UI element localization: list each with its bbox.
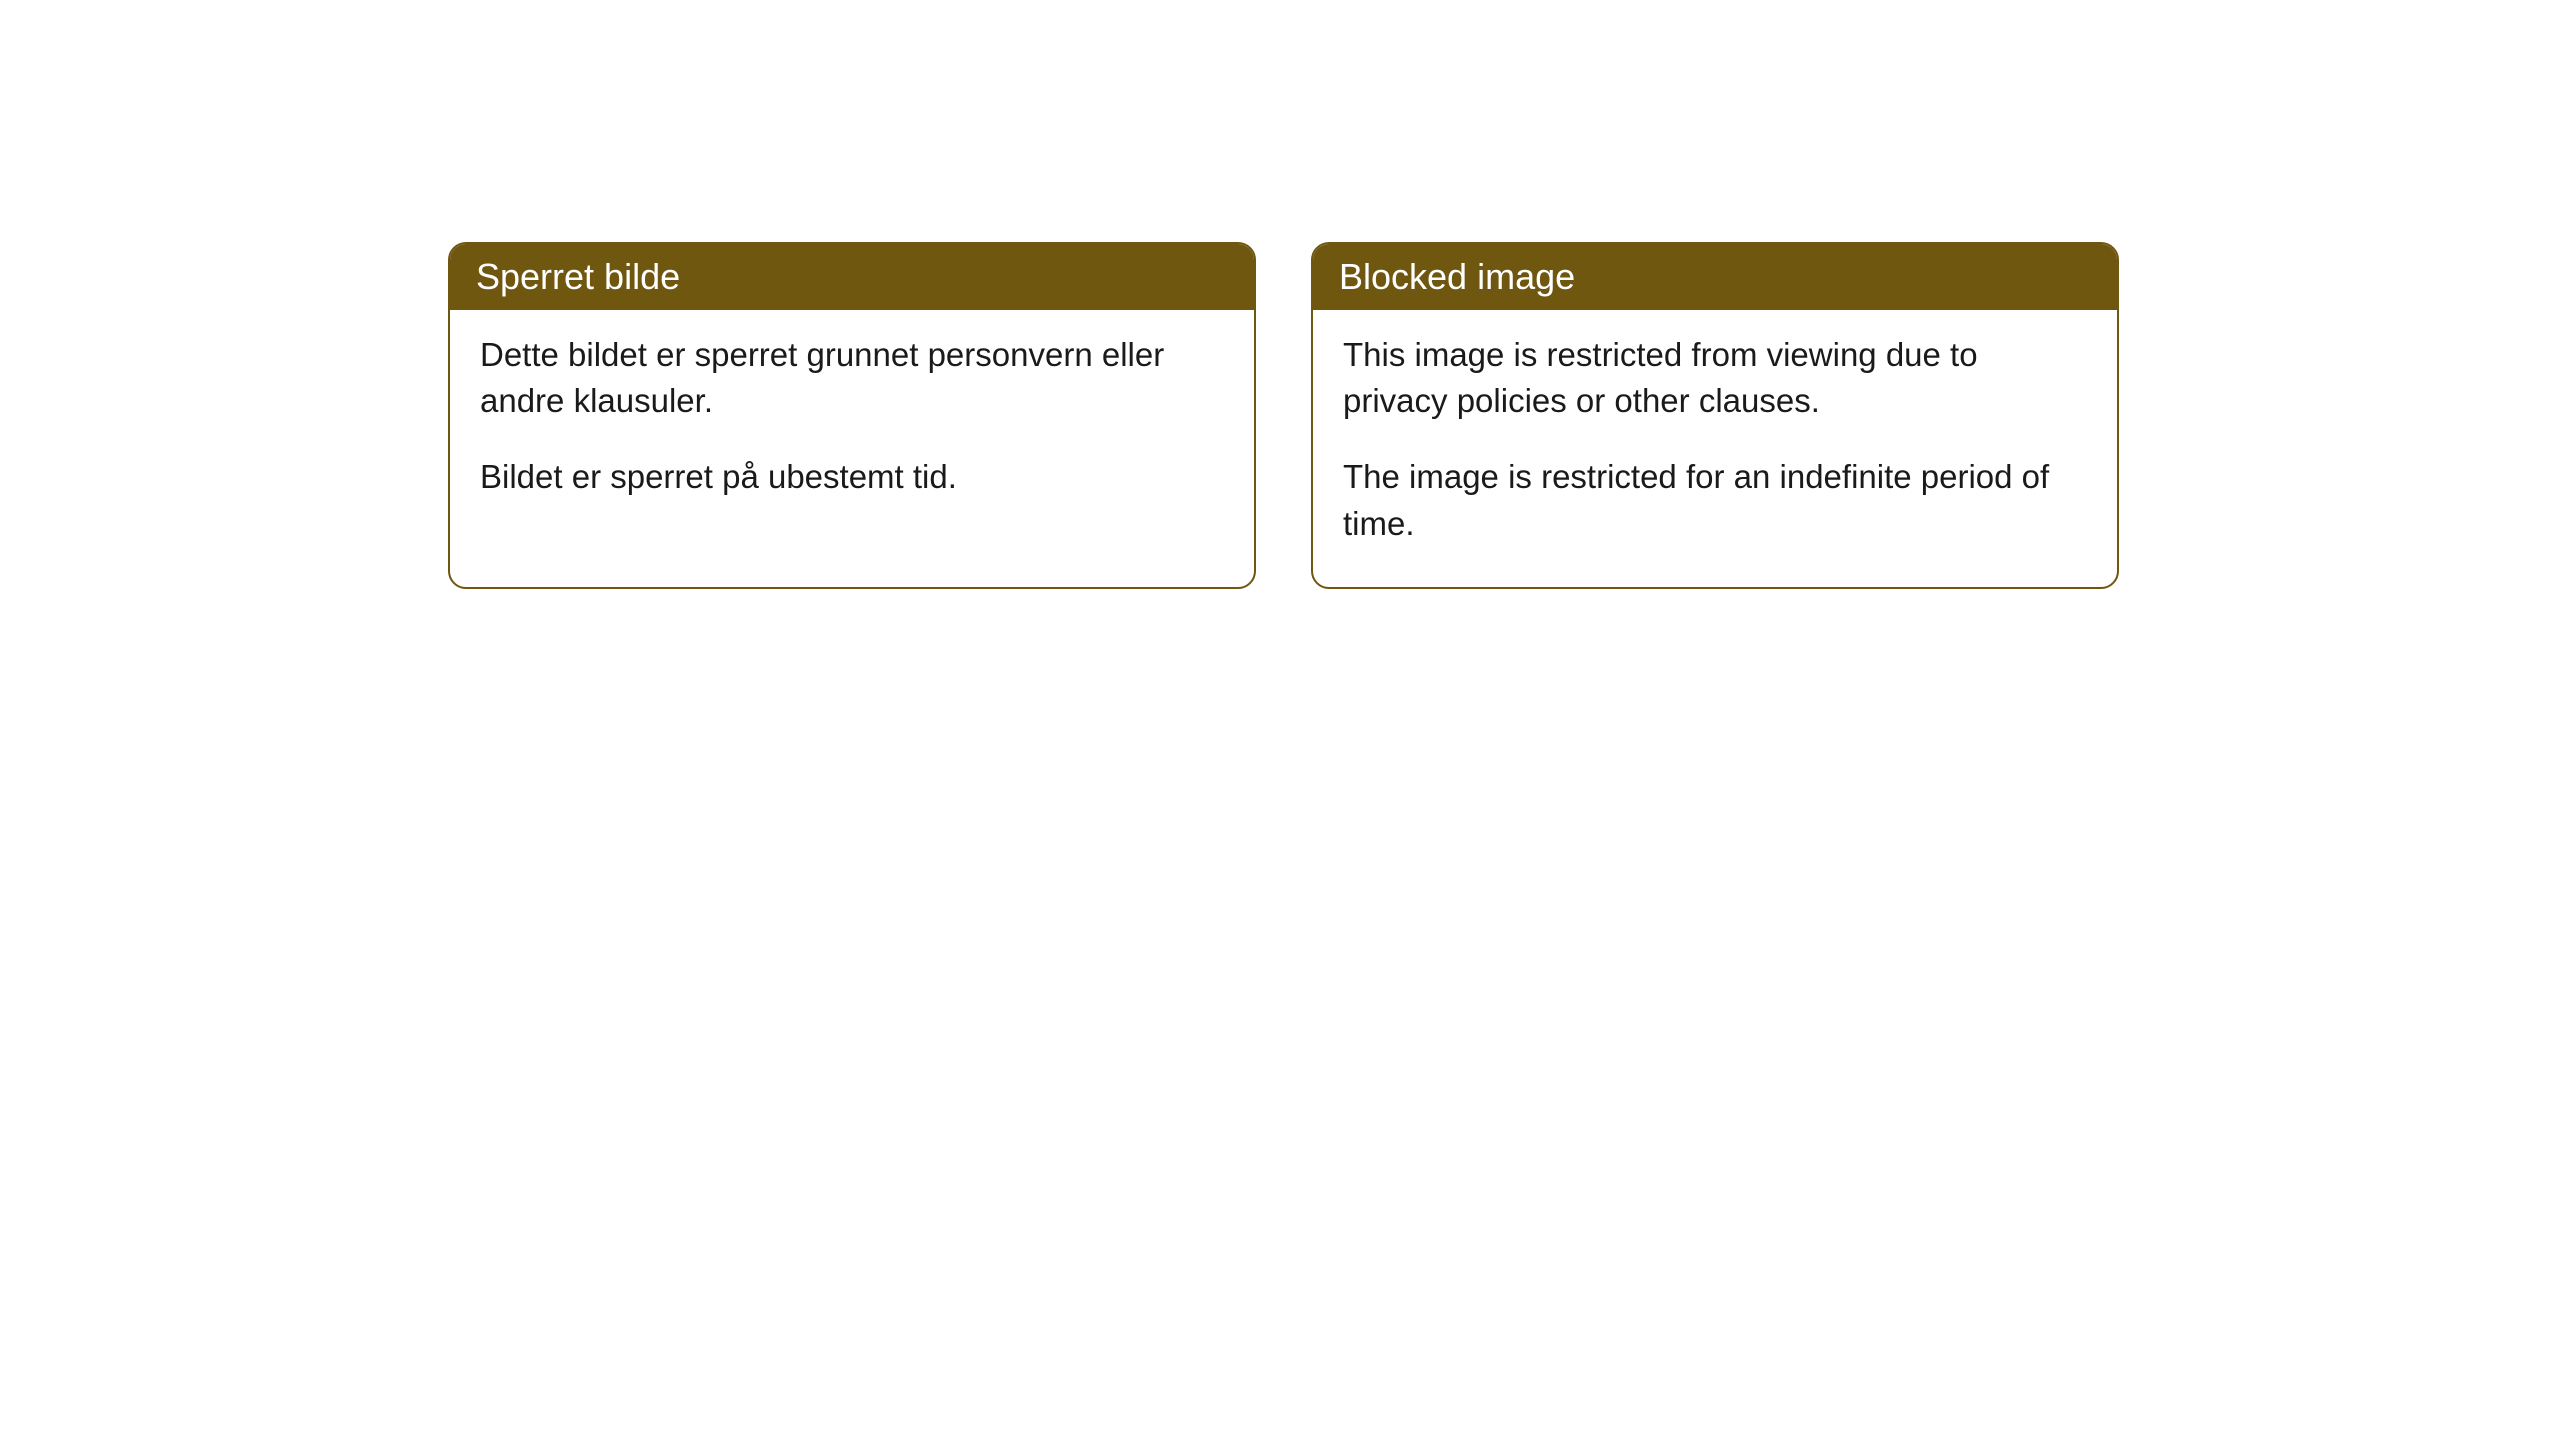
card-text-norwegian-1: Dette bildet er sperret grunnet personve… [480, 332, 1224, 424]
card-text-norwegian-2: Bildet er sperret på ubestemt tid. [480, 454, 1224, 500]
card-text-english-2: The image is restricted for an indefinit… [1343, 454, 2087, 546]
blocked-image-card-english: Blocked image This image is restricted f… [1311, 242, 2119, 589]
card-header-english: Blocked image [1313, 244, 2117, 310]
card-body-norwegian: Dette bildet er sperret grunnet personve… [450, 310, 1254, 541]
card-title-english: Blocked image [1339, 256, 1575, 297]
card-title-norwegian: Sperret bilde [476, 256, 680, 297]
card-text-english-1: This image is restricted from viewing du… [1343, 332, 2087, 424]
blocked-image-card-norwegian: Sperret bilde Dette bildet er sperret gr… [448, 242, 1256, 589]
card-header-norwegian: Sperret bilde [450, 244, 1254, 310]
notice-cards-container: Sperret bilde Dette bildet er sperret gr… [448, 242, 2119, 589]
card-body-english: This image is restricted from viewing du… [1313, 310, 2117, 587]
